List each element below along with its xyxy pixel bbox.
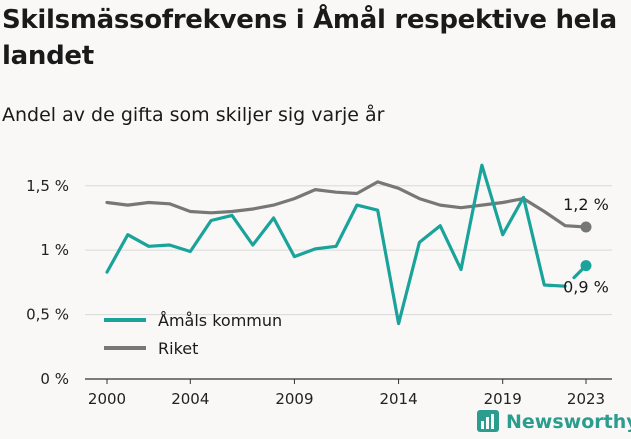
grid-lines: [85, 185, 612, 380]
end-point-riket: [580, 221, 592, 233]
x-tick-label: 2019: [484, 390, 522, 408]
series-lines: [105, 163, 592, 326]
y-tick-label: 0,5 %: [26, 306, 69, 324]
x-tick-label: 2000: [88, 390, 126, 408]
x-tick-label: 2014: [379, 390, 417, 408]
chart-title: Skilsmässofrekvens i Åmål respektive hel…: [2, 5, 617, 71]
x-tick-label: 2023: [567, 390, 605, 408]
newsworthy-logo: Newsworthy: [477, 410, 631, 433]
x-tick-label: 2009: [275, 390, 313, 408]
legend-label-kommun: Åmåls kommun: [158, 311, 282, 330]
y-axis-ticks: 0 % 0,5 % 1 % 1,5 %: [26, 177, 69, 388]
legend: Åmåls kommun Riket: [104, 311, 282, 358]
x-tick-label: 2004: [171, 390, 209, 408]
series-line-riket: [105, 180, 588, 229]
legend-label-riket: Riket: [158, 339, 198, 358]
end-label-riket: 1,2 %: [563, 195, 609, 214]
end-label-kommun: 0,9 %: [563, 278, 609, 297]
end-point-kommun: [580, 260, 592, 272]
y-tick-label: 1 %: [40, 241, 69, 259]
chart-subtitle: Andel av de gifta som skiljer sig varje …: [2, 104, 385, 126]
newsworthy-logo-text: Newsworthy: [506, 411, 631, 433]
y-tick-label: 1,5 %: [26, 177, 69, 195]
end-labels: 1,2 % 0,9 %: [563, 195, 609, 297]
y-tick-label: 0 %: [40, 370, 69, 388]
series-line-kommun: [105, 163, 567, 326]
x-axis-ticks: 2000 2004 2009 2014 2019 2023: [88, 379, 605, 408]
